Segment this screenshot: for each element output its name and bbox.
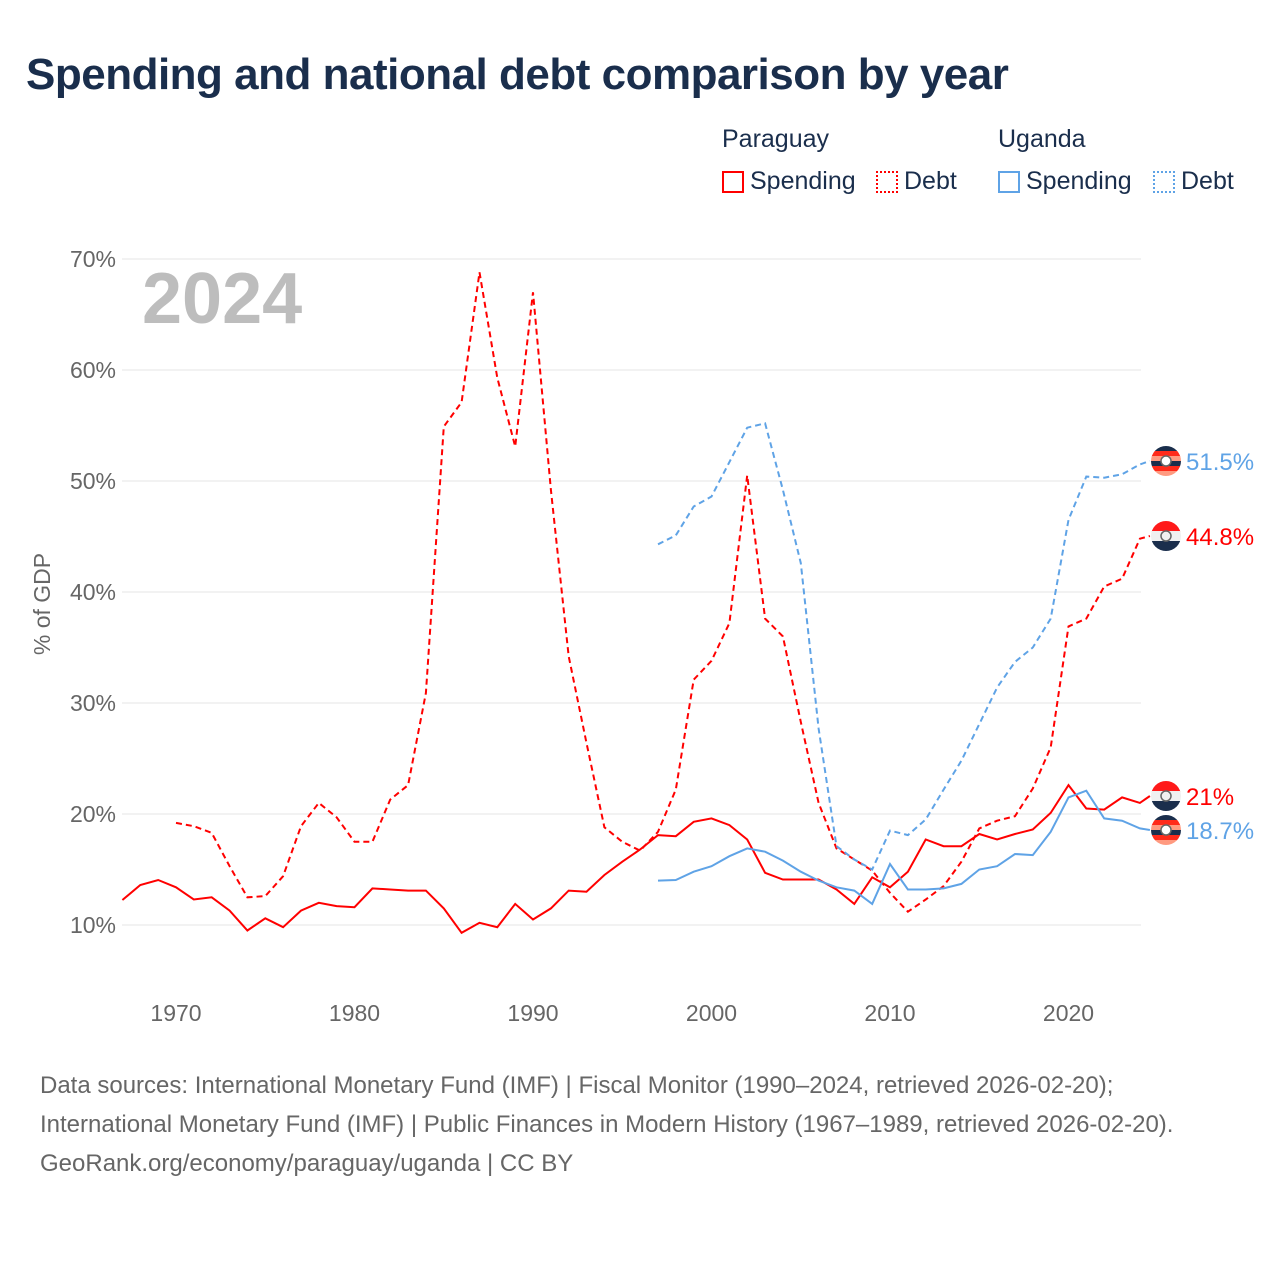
data-sources: Data sources: International Monetary Fun… (40, 1072, 1174, 1138)
x-tick-label: 2010 (864, 1000, 915, 1026)
legend-group-paraguay: Paraguay (722, 125, 830, 153)
x-tick-label: 2000 (686, 1000, 737, 1026)
legend-group-uganda: Uganda (998, 125, 1086, 153)
solid-line-swatch-icon (998, 170, 1020, 193)
y-tick-label: 30% (70, 690, 116, 716)
x-tick-label: 1980 (329, 1000, 380, 1026)
y-axis-label: % of GDP (29, 553, 55, 655)
end-value-label: 44.8% (1186, 524, 1254, 551)
paraguay-debt-line[interactable] (175, 272, 1151, 914)
dotted-line-swatch-icon (876, 170, 898, 193)
x-tick-label: 2020 (1043, 1000, 1094, 1026)
paraguay-flag-icon (1151, 781, 1181, 811)
uganda-flag-icon (1151, 446, 1181, 476)
solid-line-swatch-icon (722, 170, 744, 193)
legend-label: Spending (750, 167, 856, 195)
legend-label: Debt (904, 167, 957, 195)
legend-uganda-spending[interactable]: Spending (998, 167, 1132, 196)
credit-link[interactable]: GeoRank.org/economy/paraguay/uganda | CC… (40, 1150, 574, 1177)
end-value-label: 18.7% (1186, 818, 1254, 845)
x-tick-label: 1990 (507, 1000, 558, 1026)
legend-uganda-debt[interactable]: Debt (1153, 167, 1234, 196)
uganda-spending-line[interactable] (657, 789, 1151, 906)
y-tick-label: 50% (70, 468, 116, 494)
x-tick-label: 1970 (150, 1000, 201, 1026)
y-tick-label: 20% (70, 801, 116, 827)
legend-paraguay-spending[interactable]: Spending (722, 167, 856, 196)
legend-label: Debt (1181, 167, 1234, 195)
end-value-label: 51.5% (1186, 449, 1254, 476)
uganda-debt-line[interactable] (657, 422, 1151, 871)
legend-label: Spending (1026, 167, 1132, 195)
y-tick-label: 60% (70, 357, 116, 383)
paraguay-flag-icon (1151, 521, 1181, 551)
y-tick-label: 10% (70, 912, 116, 938)
paraguay-spending-line[interactable] (121, 783, 1151, 935)
dotted-line-swatch-icon (1153, 170, 1175, 193)
year-overlay: 2024 (142, 259, 302, 339)
chart-title: Spending and national debt comparison by… (26, 50, 1009, 99)
end-value-label: 21% (1186, 784, 1234, 811)
y-tick-label: 70% (70, 246, 116, 272)
legend-paraguay-debt[interactable]: Debt (876, 167, 957, 196)
footer: Data sources: International Monetary Fun… (40, 1066, 1240, 1183)
y-tick-label: 40% (70, 579, 116, 605)
uganda-flag-icon (1151, 815, 1181, 845)
